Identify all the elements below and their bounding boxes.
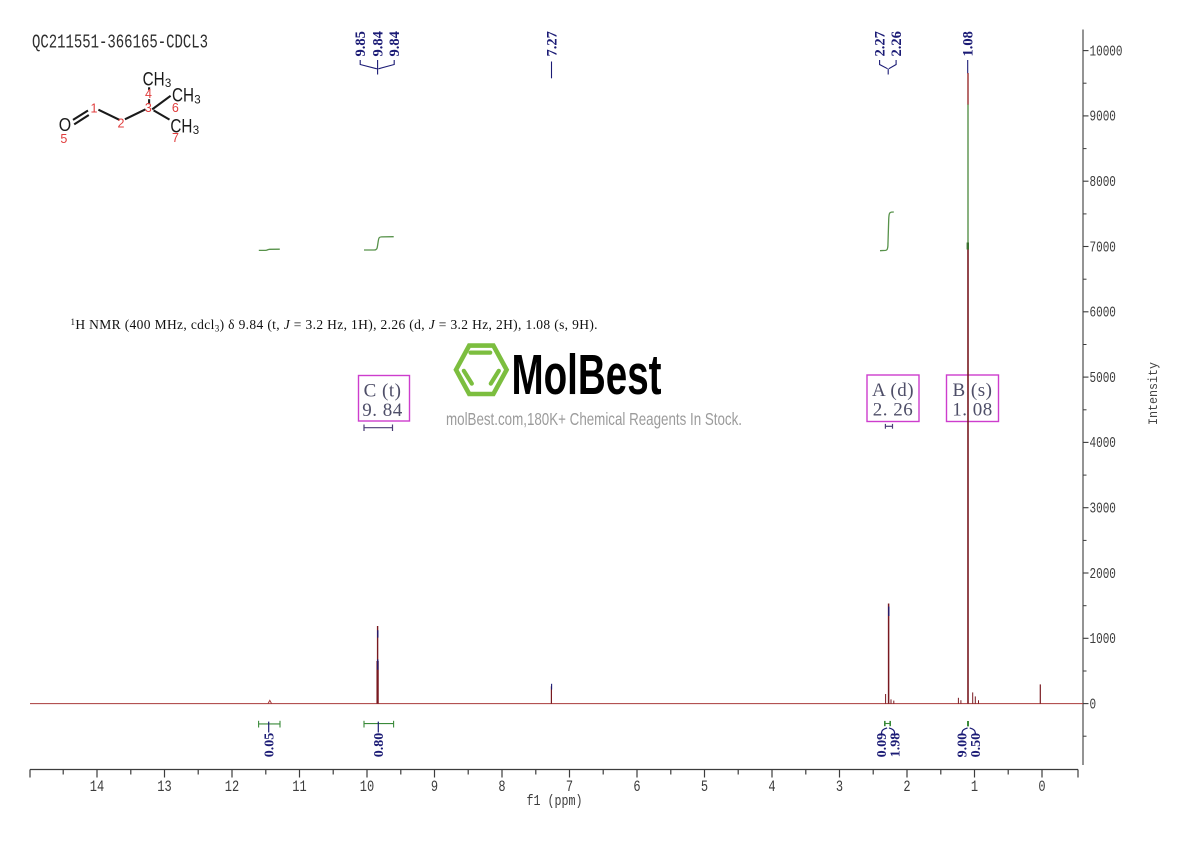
- svg-text:8: 8: [498, 778, 505, 796]
- svg-text:1000: 1000: [1090, 632, 1116, 648]
- svg-text:0: 0: [1038, 778, 1045, 796]
- svg-text:4: 4: [768, 778, 775, 796]
- svg-text:CH: CH: [172, 85, 194, 107]
- svg-text:QC211551-366165-CDCL3: QC211551-366165-CDCL3: [32, 32, 208, 54]
- svg-text:9. 84: 9. 84: [362, 400, 403, 421]
- svg-text:CH: CH: [170, 115, 192, 137]
- svg-text:2000: 2000: [1090, 567, 1116, 583]
- svg-text:1. 08: 1. 08: [952, 400, 993, 421]
- svg-text:1: 1: [971, 778, 978, 796]
- svg-text:8000: 8000: [1090, 175, 1116, 191]
- svg-text:A (d): A (d): [872, 380, 914, 401]
- svg-text:3: 3: [836, 778, 843, 796]
- svg-text:3: 3: [193, 125, 199, 137]
- svg-text:B (s): B (s): [953, 380, 993, 401]
- svg-text:7.27: 7.27: [545, 31, 561, 56]
- svg-text:1.98: 1.98: [889, 733, 904, 758]
- svg-text:9.84: 9.84: [371, 31, 387, 56]
- svg-text:2.26: 2.26: [889, 31, 905, 56]
- svg-text:6: 6: [172, 101, 179, 115]
- svg-text:1: 1: [91, 101, 98, 115]
- svg-text:4000: 4000: [1090, 436, 1116, 452]
- svg-text:3: 3: [165, 78, 171, 90]
- svg-text:3: 3: [145, 101, 152, 115]
- svg-text:6000: 6000: [1090, 306, 1116, 322]
- svg-text:Intensity: Intensity: [1147, 362, 1161, 425]
- svg-text:5: 5: [60, 132, 67, 146]
- svg-text:C (t): C (t): [364, 381, 402, 402]
- svg-text:14: 14: [90, 778, 104, 796]
- svg-text:6: 6: [633, 778, 640, 796]
- svg-text:2: 2: [903, 778, 910, 796]
- svg-text:4: 4: [145, 87, 152, 101]
- svg-text:5: 5: [701, 778, 708, 796]
- svg-text:f1 (ppm): f1 (ppm): [527, 793, 583, 810]
- svg-text:13: 13: [157, 778, 171, 796]
- svg-text:2. 26: 2. 26: [873, 400, 914, 421]
- svg-text:molBest.com,180K+ Chemical Rea: molBest.com,180K+ Chemical Reagents In S…: [446, 409, 742, 429]
- svg-text:9.00: 9.00: [956, 733, 971, 758]
- svg-text:2: 2: [118, 117, 125, 131]
- svg-text:0.50: 0.50: [969, 733, 984, 758]
- svg-text:9.85: 9.85: [353, 31, 369, 56]
- svg-text:12: 12: [225, 778, 239, 796]
- svg-text:9.84: 9.84: [387, 31, 403, 56]
- svg-text:3: 3: [194, 94, 200, 106]
- svg-text:7: 7: [566, 778, 573, 796]
- svg-text:CH: CH: [143, 68, 165, 90]
- svg-text:2.27: 2.27: [873, 31, 889, 56]
- svg-text:0.80: 0.80: [372, 733, 387, 758]
- svg-text:0: 0: [1090, 697, 1097, 713]
- svg-text:1H NMR (400 MHz, cdcl3) δ 9.84: 1H NMR (400 MHz, cdcl3) δ 9.84 (t, J = 3…: [71, 317, 598, 334]
- svg-text:O: O: [59, 115, 71, 135]
- svg-text:7000: 7000: [1090, 240, 1116, 256]
- svg-text:5000: 5000: [1090, 371, 1116, 387]
- svg-text:1.08: 1.08: [961, 31, 977, 56]
- svg-text:7: 7: [172, 131, 179, 145]
- svg-text:0.05: 0.05: [263, 733, 278, 758]
- svg-text:9000: 9000: [1090, 110, 1116, 126]
- svg-text:3000: 3000: [1090, 502, 1116, 518]
- svg-text:MolBest: MolBest: [512, 343, 662, 407]
- svg-text:10000: 10000: [1090, 44, 1123, 60]
- svg-text:11: 11: [292, 778, 306, 796]
- svg-text:9: 9: [431, 778, 438, 796]
- svg-text:0.09: 0.09: [875, 733, 890, 758]
- svg-text:10: 10: [360, 778, 374, 796]
